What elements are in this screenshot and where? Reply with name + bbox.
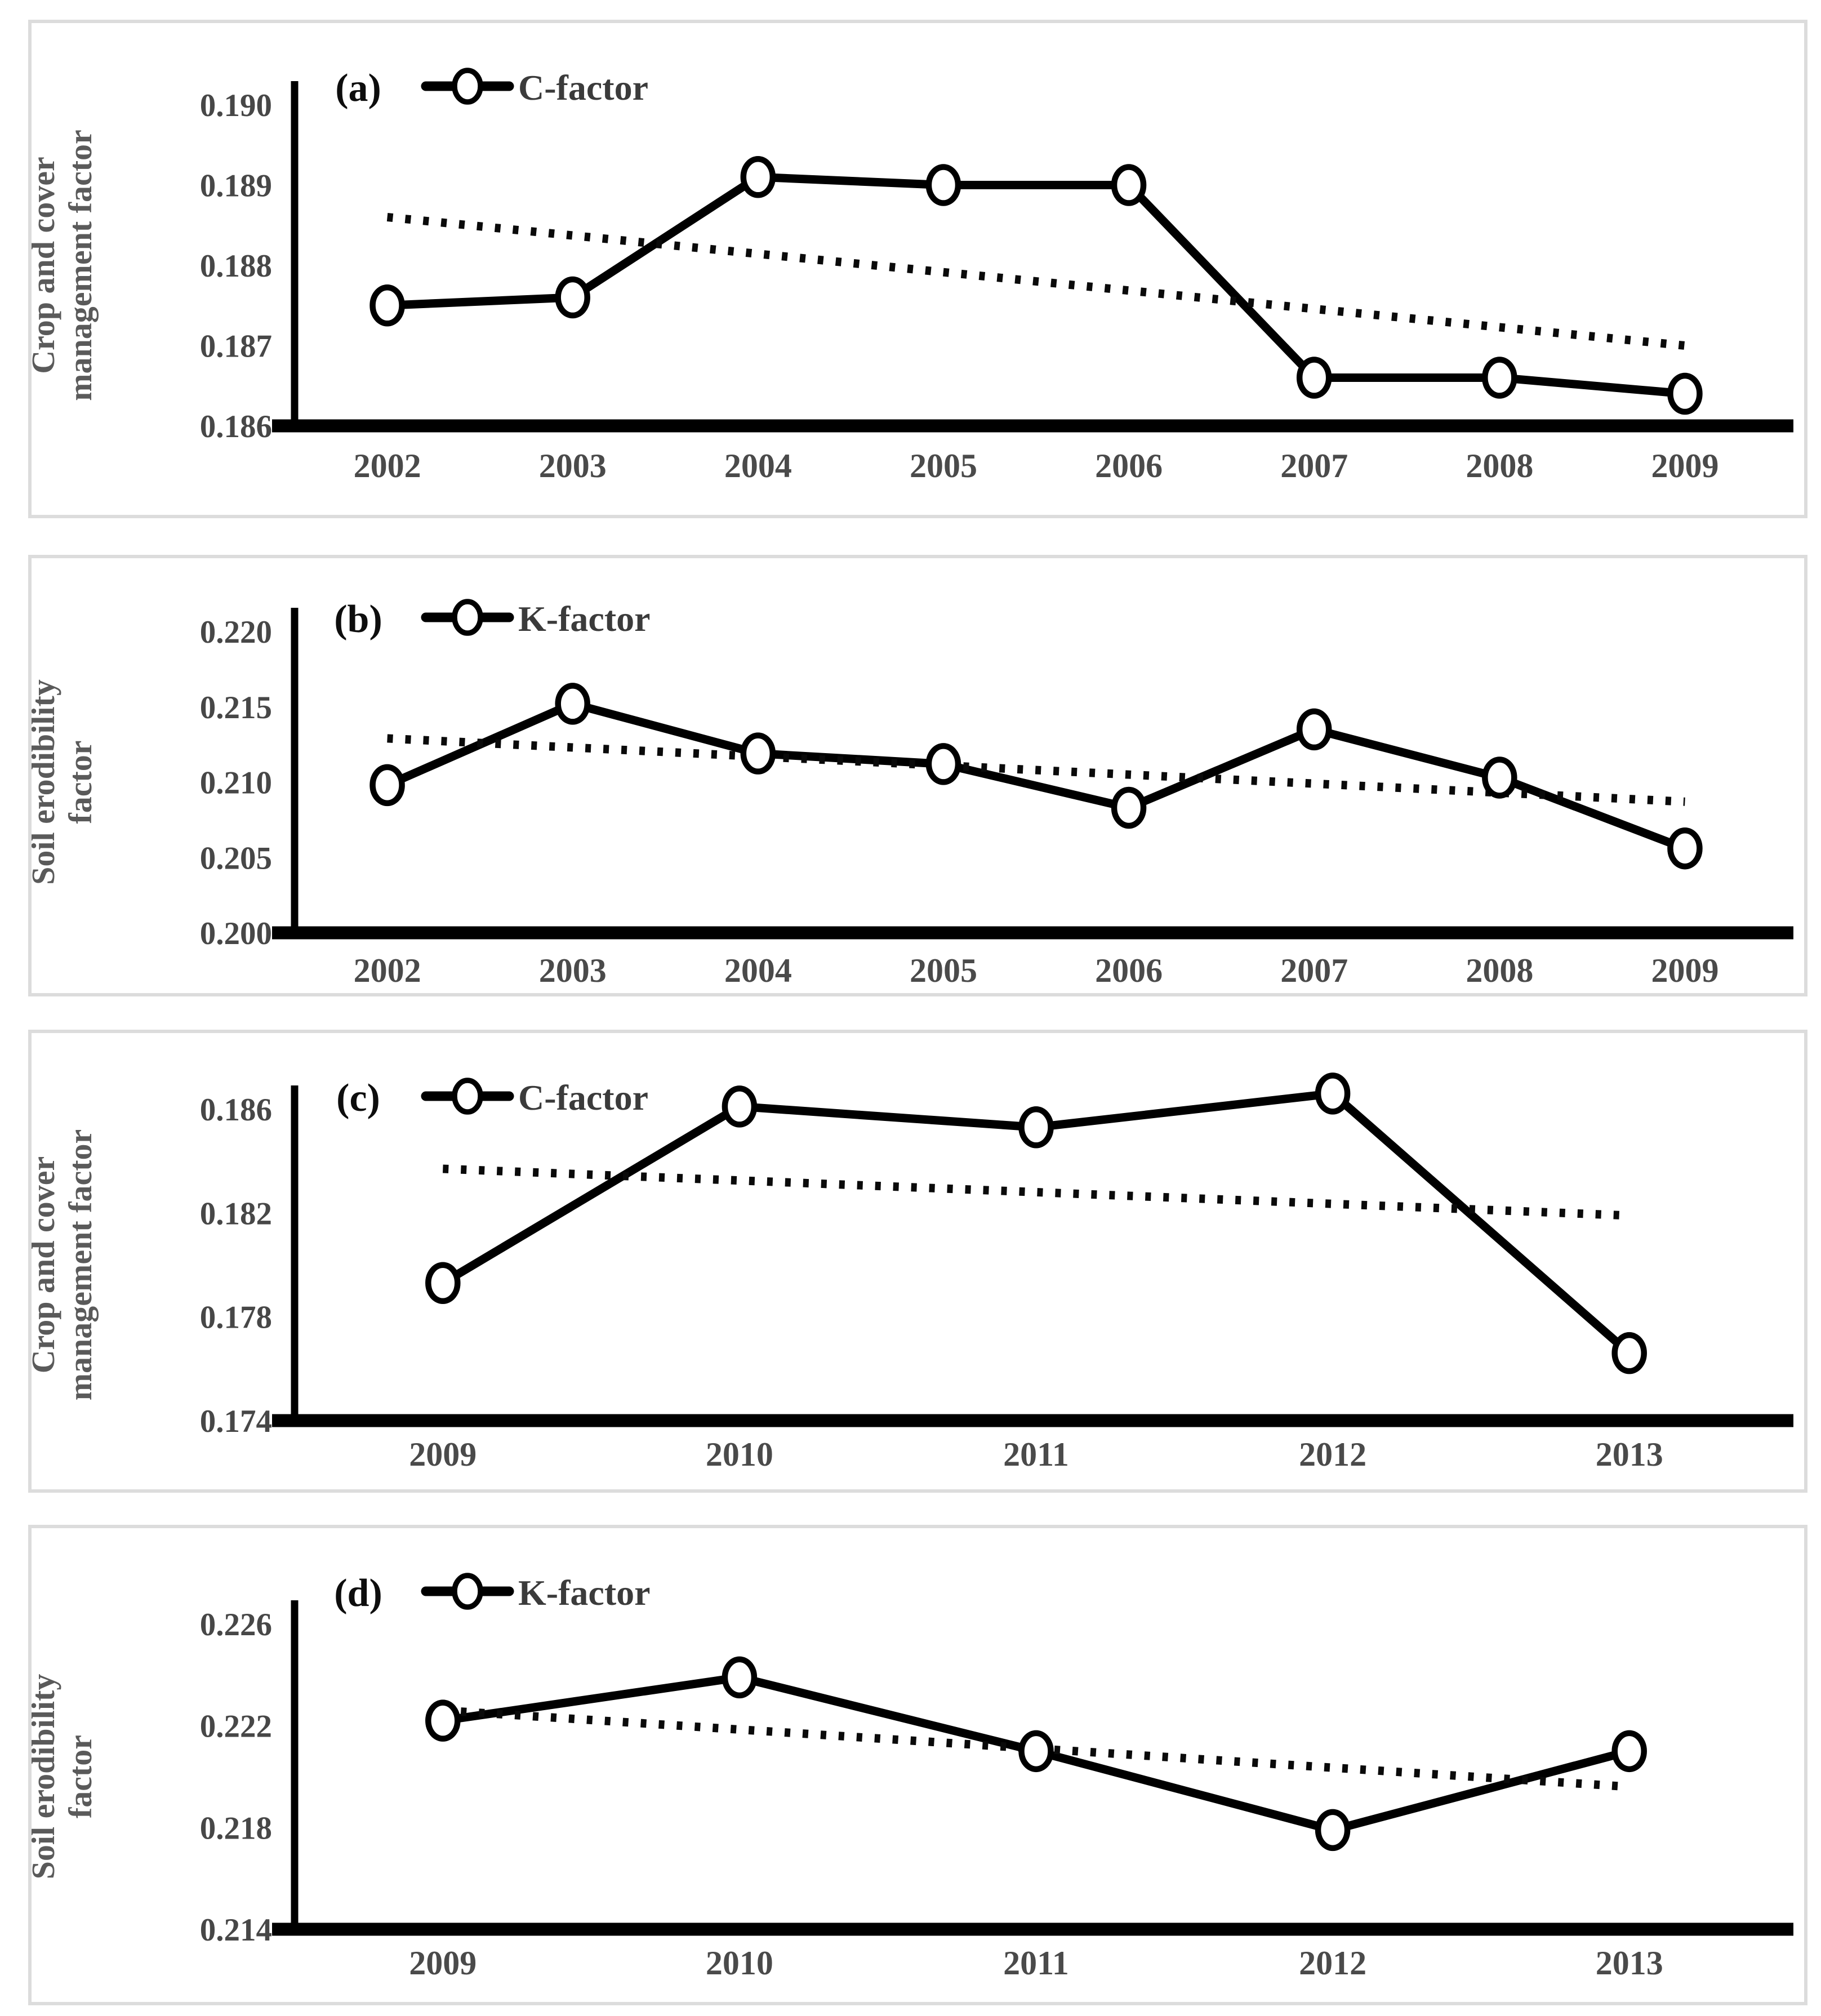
panel-d-k-factor-2009-2013: Soil erodibilityfactor 0.214 0.218 0.222 0.2… [28,1525,1807,2005]
data-point-marker [1111,786,1147,829]
x-tick-label: 2004 [724,447,792,484]
panel-letter: (d) [334,1572,382,1615]
series-line [383,172,1689,398]
x-tick-label: 2006 [1095,447,1163,484]
data-point-marker [925,164,961,206]
x-tick-label: 2002 [354,447,421,484]
data-point-marker [369,284,405,327]
y-tick-label: 0.186 [200,1092,272,1128]
data-point-marker [1611,1332,1647,1374]
x-tick-label: 2013 [1596,1436,1663,1473]
x-tick-label: 2009 [1651,447,1718,484]
y-tick-label: 0.218 [200,1810,272,1846]
panel-letter: (b) [334,598,382,641]
data-point-marker [1018,1106,1054,1149]
data-point-marker [1296,708,1332,751]
data-point-marker [740,156,776,198]
trendline-dotted [386,213,1686,350]
y-axis-title: Crop and covermanagement factor [32,130,99,401]
data-point-marker [1018,1730,1054,1773]
x-tick-label: 2008 [1466,952,1533,989]
data-point-marker [369,764,405,807]
data-point-marker [425,1262,461,1305]
y-axis-title: Soil erodibilityfactor [32,1674,99,1880]
series-line [383,699,1689,853]
x-tick-label: 2010 [706,1944,773,1982]
data-point-marker [1296,357,1332,399]
data-point-marker [1315,1809,1351,1852]
y-tick-label: 0.200 [200,916,272,951]
y-tick-label: 0.222 [200,1709,272,1744]
data-point-marker [1111,164,1147,206]
data-point-marker [1667,372,1703,415]
x-tick-label: 2005 [910,447,977,484]
x-tick-label: 2003 [539,447,607,484]
y-tick-label: 0.214 [200,1912,272,1948]
x-tick-label: 2012 [1299,1944,1366,1982]
data-point-marker [1315,1072,1351,1115]
chart-a-svg: Crop and covermanagement factor 0.186 0.18… [32,66,1793,484]
y-axis-title: Soil erodibilityfactor [32,679,99,885]
x-tick-label: 2008 [1466,447,1533,484]
legend-marker-circle [452,68,483,105]
y-tick-label: 0.174 [200,1404,272,1439]
data-point-marker [1667,827,1703,870]
panel-letter: (c) [336,1076,380,1120]
data-point-marker [555,276,590,319]
x-tick-label: 2005 [910,952,977,989]
chart-b-svg: Soil erodibilityfactor 0.200 0.205 0.210 0.2… [32,598,1793,989]
trendline-dotted [387,734,1685,806]
x-tick-label: 2011 [1003,1944,1069,1982]
x-tick-label: 2009 [409,1436,477,1473]
y-axis-title: Crop and covermanagement factor [32,1129,99,1401]
legend-label: C-factor [518,68,648,108]
y-tick-label: 0.182 [200,1196,272,1231]
x-tick-label: 2010 [706,1436,773,1473]
chart-d-svg: Soil erodibilityfactor 0.214 0.218 0.222 0.2… [32,1572,1793,1982]
x-tick-label: 2004 [724,952,792,989]
data-point-marker [722,1085,758,1128]
y-tick-label: 0.220 [200,615,272,650]
legend-label: C-factor [518,1078,648,1118]
y-tick-label: 0.190 [200,88,272,123]
data-point-marker [925,743,961,785]
y-tick-label: 0.205 [200,840,272,876]
x-tick-label: 2003 [539,952,607,989]
legend-label: K-factor [518,1573,651,1613]
x-tick-label: 2002 [354,952,421,989]
legend-marker-circle [452,599,483,636]
legend-label: K-factor [518,599,651,639]
y-tick-label: 0.226 [200,1607,272,1643]
x-tick-label: 2007 [1280,952,1348,989]
y-tick-label: 0.178 [200,1300,272,1336]
legend-marker-circle [452,1078,483,1115]
data-point-marker [1611,1730,1647,1773]
y-tick-label: 0.210 [200,766,272,801]
data-point-marker [740,732,776,775]
y-tick-label: 0.189 [200,168,272,204]
x-tick-label: 2009 [1651,952,1718,989]
x-tick-label: 2011 [1003,1436,1069,1473]
panel-a-c-factor-2002-2009: Crop and covermanagement factor 0.186 0.18… [28,20,1807,518]
chart-c-svg: Crop and covermanagement factor 0.174 0.17… [32,1072,1793,1473]
data-point-marker [722,1656,758,1699]
panel-letter: (a) [335,66,381,110]
data-point-marker [1482,756,1517,799]
x-tick-label: 2006 [1095,952,1163,989]
panel-c-c-factor-2009-2013: Crop and covermanagement factor 0.174 0.17… [28,1030,1807,1493]
x-tick-label: 2009 [409,1944,477,1982]
x-tick-label: 2013 [1596,1944,1663,1982]
y-tick-label: 0.215 [200,690,272,726]
x-tick-label: 2007 [1280,447,1348,484]
legend-marker-circle [452,1573,483,1610]
x-tick-label: 2012 [1299,1436,1366,1473]
data-point-marker [555,683,590,725]
panel-b-k-factor-2002-2009: Soil erodibilityfactor 0.200 0.205 0.210 0.2… [28,555,1807,996]
y-tick-label: 0.188 [200,248,272,284]
y-tick-label: 0.186 [200,409,272,444]
y-tick-label: 0.187 [200,329,272,364]
data-point-marker [1482,357,1517,399]
data-point-marker [425,1699,461,1742]
